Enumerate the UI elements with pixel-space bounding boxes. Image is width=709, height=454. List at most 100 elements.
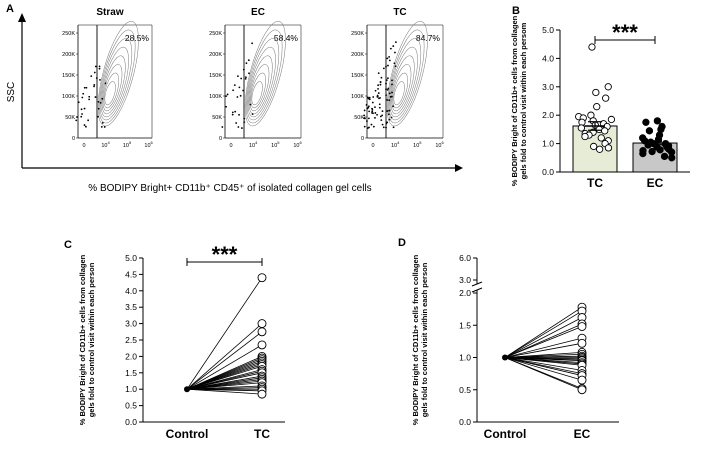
panel-a-y-axis-label: SSC xyxy=(6,82,17,103)
flow-contour xyxy=(247,46,276,118)
flow-y-tick-label: 50K xyxy=(65,115,75,121)
flow-event-dot xyxy=(238,86,241,89)
panel-a-x-axis-label: % BODIPY Bright+ CD11b⁺ CD45⁺ of isolate… xyxy=(88,183,371,194)
flow-event-dot xyxy=(235,122,238,124)
flow-event-dot xyxy=(370,123,373,126)
flow-plot-percent: 28.5% xyxy=(125,33,150,43)
flow-x-tick-label: 105 xyxy=(413,140,422,149)
axis-break-mark xyxy=(471,281,483,287)
flow-event-dot xyxy=(226,93,229,96)
y-tick-label: 1.5 xyxy=(459,320,471,330)
flow-y-tick-label: 0 xyxy=(361,136,364,142)
flow-x-tick-base: 10 xyxy=(123,143,129,149)
panel-a-axes xyxy=(18,13,463,172)
y-tick-label: 1.5 xyxy=(125,368,137,378)
flow-x-tick-label: 104 xyxy=(249,140,258,149)
flow-event-dot xyxy=(366,96,369,99)
flow-x-tick-label: 104 xyxy=(101,140,110,149)
flow-event-dot xyxy=(363,125,366,128)
flow-event-dot xyxy=(83,107,86,110)
y-tick-label: 0.5 xyxy=(459,385,471,395)
y-tick-label: 2.0 xyxy=(459,288,471,298)
flow-event-dot xyxy=(388,59,391,62)
flow-x-tick-exp: 5 xyxy=(129,140,132,145)
y-tick-label: 4.5 xyxy=(125,269,137,279)
flow-contour xyxy=(393,81,405,106)
flow-event-dot xyxy=(381,110,384,113)
flow-x-tick-label: 106 xyxy=(435,140,444,149)
paired-line xyxy=(504,357,583,376)
flow-x-tick-base: 10 xyxy=(391,143,397,149)
y-tick-label: 4.0 xyxy=(125,286,137,296)
flow-event-dot xyxy=(374,116,376,119)
flow-event-dot xyxy=(245,62,248,65)
flow-y-tick-label: 100K xyxy=(62,94,75,100)
flow-event-dot xyxy=(221,126,224,128)
flow-plot-percent: 84.7% xyxy=(416,33,441,43)
flow-event-dot xyxy=(234,110,237,113)
y-tick-label: 5.0 xyxy=(542,25,554,35)
flow-event-dot xyxy=(371,101,374,104)
flow-contour xyxy=(99,38,133,121)
flow-event-dot xyxy=(101,97,104,100)
y-axis-label-line: % BODIPY Bright of CD11b+ cells from col… xyxy=(411,254,420,425)
flow-event-dot xyxy=(392,126,395,129)
panel-c-letter: C xyxy=(64,239,72,251)
flow-y-tick-label: 50K xyxy=(354,115,364,121)
flow-x-tick-base: 0 xyxy=(229,143,232,149)
flow-event-dot xyxy=(98,65,101,68)
flow-event-dot xyxy=(376,94,379,97)
flow-event-dot xyxy=(391,95,393,98)
flow-event-dot xyxy=(391,83,393,86)
flow-event-dot xyxy=(376,113,378,116)
paired-line xyxy=(504,357,583,366)
flow-event-dot xyxy=(378,103,381,106)
flow-event-dot xyxy=(368,110,371,113)
flow-event-dot xyxy=(83,124,86,126)
flow-event-dot xyxy=(381,123,384,126)
flow-x-tick-exp: 4 xyxy=(107,140,110,145)
paired-line xyxy=(186,323,263,390)
data-point xyxy=(660,152,669,161)
y-axis-label: % BODIPY Bright of CD11b+ cells from col… xyxy=(78,254,96,425)
data-point xyxy=(607,115,616,124)
flow-y-tick-label: 250K xyxy=(351,31,364,37)
flow-event-dot xyxy=(391,79,393,82)
flow-event-dot xyxy=(378,106,381,109)
paired-line xyxy=(504,310,583,358)
flow-event-dot xyxy=(231,113,234,116)
data-point xyxy=(653,117,662,125)
y-axis-label-line: gels fold to control visit within each p… xyxy=(519,22,528,179)
flow-event-dot xyxy=(251,113,254,116)
flow-event-dot xyxy=(82,92,85,95)
flow-y-tick-label: 0 xyxy=(219,136,222,142)
y-axis-label-line: % BODIPY Bright of CD11b+ cells from col… xyxy=(78,254,87,425)
flow-contour xyxy=(244,21,286,127)
y-tick-label: 3.0 xyxy=(542,82,554,92)
flow-y-tick-label: 150K xyxy=(351,73,364,79)
flow-contour xyxy=(389,46,418,118)
flow-event-dot xyxy=(372,125,375,128)
flow-event-dot xyxy=(233,84,236,87)
y-axis-label-line: % BODIPY Bright of CD11b+ cells from col… xyxy=(510,15,519,186)
flow-contour xyxy=(391,64,412,112)
flow-event-dot xyxy=(386,110,389,112)
flow-event-dot xyxy=(242,89,245,92)
data-point xyxy=(602,94,610,102)
flow-event-dot xyxy=(97,115,99,118)
flow-event-dot xyxy=(388,109,391,112)
flow-x-tick-label: 106 xyxy=(293,140,302,149)
data-point xyxy=(592,88,600,97)
data-point xyxy=(593,103,601,111)
flow-event-dot xyxy=(385,79,388,82)
paired-line xyxy=(504,357,583,381)
flow-event-dot xyxy=(80,108,83,111)
paired-line xyxy=(186,382,263,390)
flow-event-dot xyxy=(372,96,375,98)
paired-line xyxy=(186,277,263,390)
flow-x-tick-exp: 4 xyxy=(255,140,258,145)
flow-event-dot xyxy=(377,87,379,90)
data-point xyxy=(648,147,656,156)
flow-event-dot xyxy=(387,77,389,80)
